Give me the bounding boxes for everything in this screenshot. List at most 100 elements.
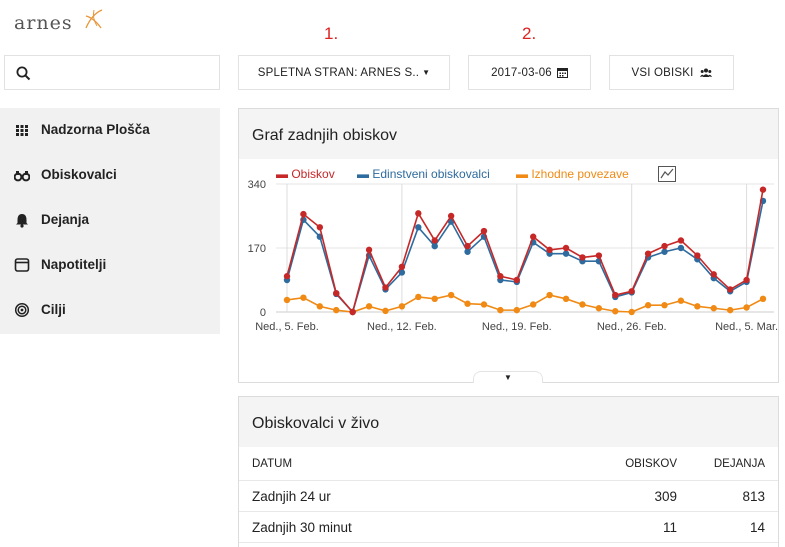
data-point [726,286,734,293]
data-point [595,305,603,312]
data-point [316,224,324,231]
annotation-2: 2. [522,24,537,43]
x-tick-label: Ned., 19. Feb. [482,321,552,333]
data-point [464,242,471,250]
data-point [530,301,537,308]
legend-visits[interactable]: ▬ Obiskov [276,167,335,181]
data-point [431,242,438,250]
data-point [595,252,603,259]
table-header: DATUM OBISKOV DEJANJA [239,447,778,481]
legend-unique-visitors[interactable]: ▬ Edinstveni obiskovalci [357,167,490,181]
row-actions: 813 [742,489,765,504]
data-point [743,276,750,284]
data-point [743,304,750,311]
date-selector-label: 2017-03-06 [491,66,552,79]
data-point [480,227,488,235]
browser-window-icon [14,258,30,272]
data-point [710,305,717,312]
data-point [415,293,422,301]
series-line [286,200,764,314]
sidebar-item-goals[interactable]: Cilji [0,288,220,333]
data-point [628,288,635,295]
data-point [562,250,570,257]
data-point [398,263,406,271]
data-point [398,269,406,276]
search-input[interactable] [37,62,212,84]
data-point [365,246,373,254]
data-point [579,301,586,308]
target-icon [14,302,30,318]
data-point [464,248,471,255]
x-tick-label: Ned., 5. Mar. [715,321,778,333]
data-point [382,284,389,291]
sidebar-item-label: Obiskovalci [41,167,117,182]
data-point [546,246,553,254]
sidebar-item-actions[interactable]: Dejanja [0,198,220,243]
x-tick-label: Ned., 5. Feb. [255,321,319,333]
data-point [694,252,701,259]
caret-down-icon: ▼ [422,68,431,77]
data-point [562,244,570,252]
data-point [431,237,438,244]
table-row: Zadnjih 24 ur 309 813 [239,481,778,512]
binoculars-icon [14,171,30,182]
x-tick-label: Ned., 12. Feb. [367,321,437,333]
users-icon [699,68,712,77]
data-point [283,273,291,280]
data-point [677,237,685,244]
bell-icon [16,214,28,228]
y-tick-label: 340 [248,179,266,191]
expand-chart-button[interactable]: ▼ [473,371,543,383]
data-point [661,242,668,250]
arnes-logo-mark [85,9,103,29]
arnes-logo[interactable]: arnes [14,12,73,34]
data-point [710,271,717,278]
website-selector-button[interactable]: SPLETNA STRAN: ARNES S.. ▼ [238,55,450,90]
data-point [415,210,422,217]
row-visits: 309 [654,489,677,504]
column-header-actions: DEJANJA [713,458,765,470]
y-tick-label: 0 [260,307,266,319]
data-point [644,250,652,257]
sidebar-item-referrers[interactable]: Napotitelji [0,243,220,288]
visits-line-chart: 0 170 340 Ned., 5. Feb. Ned., 12. Feb. Ned., … [248,179,778,333]
data-point [759,295,767,303]
chart-type-icon[interactable] [658,166,676,182]
sidebar-item-label: Nadzorna Plošča [41,122,150,137]
sidebar-item-dashboard[interactable]: Nadzorna Plošča [0,108,220,153]
live-visitors-panel: Obiskovalci v živo DATUM OBISKOV DEJANJA… [238,396,779,547]
data-point [283,296,291,304]
visits-graph-panel: Graf zadnjih obiskov ▬ Obiskov ▬ Edinstv… [238,108,779,383]
sidebar-item-label: Cilji [41,302,66,317]
data-point [644,302,652,309]
sidebar-item-label: Napotitelji [41,257,107,272]
data-point [612,308,619,315]
search-box[interactable] [4,55,220,90]
data-point [333,306,340,314]
website-selector-label: SPLETNA STRAN: ARNES S.. [257,66,420,79]
panel-title: Obiskovalci v živo [239,397,778,447]
series-line [286,189,764,314]
data-point [694,303,701,310]
sidebar-item-visitors[interactable]: Obiskovalci [0,153,220,198]
data-point [677,297,685,304]
data-point [546,291,553,299]
data-point [365,303,373,310]
data-point [677,244,685,252]
y-tick-label: 170 [248,243,266,255]
data-point [513,276,520,284]
data-point [415,224,422,231]
segment-selector-button[interactable]: VSI OBISKI [609,55,734,90]
data-point [382,307,389,315]
data-point [316,303,324,310]
x-tick-label: Ned., 26. Feb. [597,321,667,333]
grid-icon [16,125,28,136]
data-point [333,289,340,297]
table-row: Zadnjih 30 minut 11 14 [239,512,778,543]
date-selector-button[interactable]: 2017-03-06 [468,55,591,90]
data-point [497,273,504,280]
row-actions: 14 [749,520,765,535]
legend-outlinks[interactable]: ▬ Izhodne povezave [516,167,629,181]
data-point [562,295,570,303]
search-icon [16,66,31,81]
